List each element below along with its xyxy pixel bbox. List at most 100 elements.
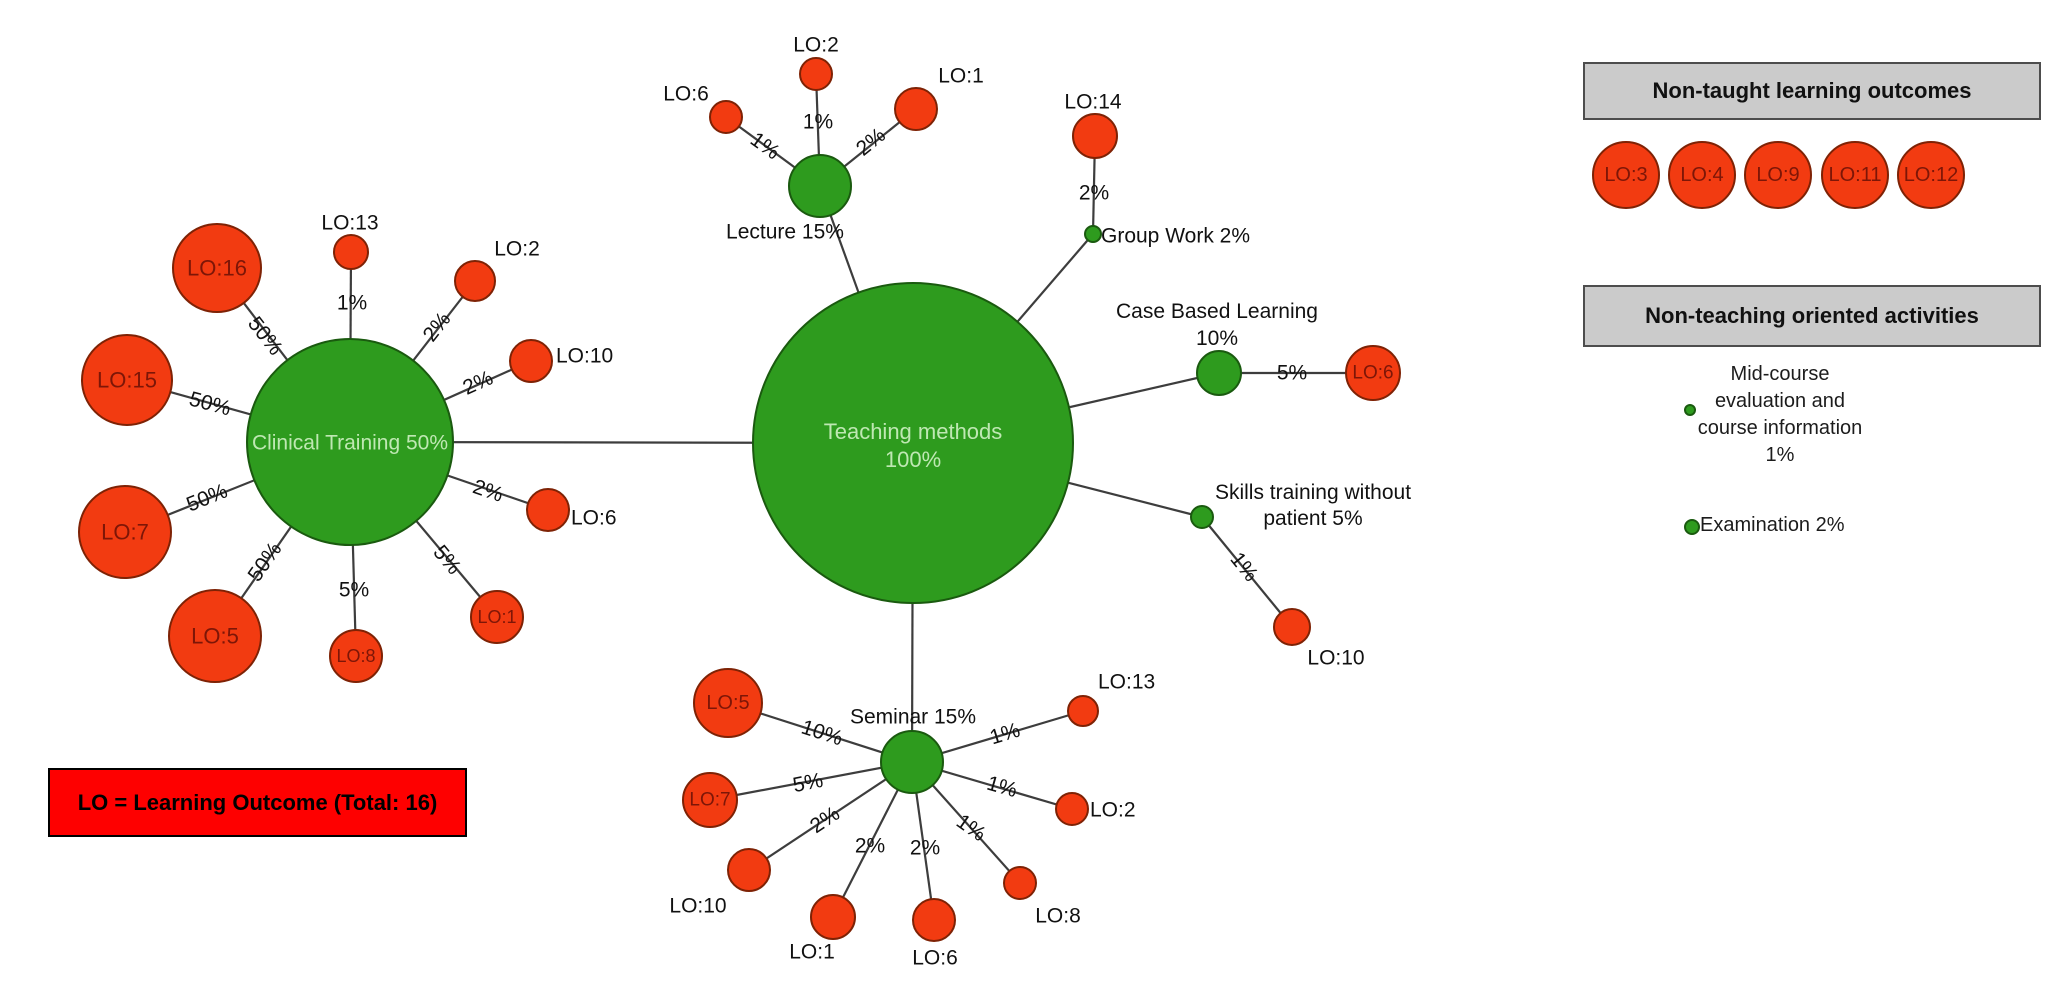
node-lecture-lo2 [799,57,833,91]
lo13-seminar-label: LO:13 [1098,671,1155,694]
lo2-seminar-label: LO:2 [1090,799,1136,822]
node-seminar-lo6 [912,898,956,942]
lo2-clinical-label: LO:2 [494,238,540,261]
pct-seminar-lo13: 1% [987,719,1023,750]
pct-seminar-lo5: 10% [798,716,845,751]
node-seminar-lo2 [1055,792,1089,826]
node-clinical-lo2 [454,260,496,302]
node-clinical-lo6 [526,488,570,532]
node-nontaught-lo4 [1668,141,1736,209]
lo10-skills-label: LO:10 [1307,647,1364,670]
node-clinical-lo15 [81,334,173,426]
pct-clinical-lo8: 5% [339,579,369,602]
node-clinical-lo8 [329,629,383,683]
node-nontaught-lo4-inner-label: LO:4 [1680,164,1723,186]
midcourse-evaluation-label: Mid-course evaluation and course informa… [1697,363,1863,466]
node-seminar-lo1 [810,894,856,940]
pct-clinical-lo6: 2% [470,475,506,507]
lo6-lecture-label: LO:6 [663,83,709,106]
pct-clinical-lo7: 50% [183,479,231,516]
node-nontaught-lo3-inner-label: LO:3 [1604,164,1647,186]
node-nontaught-lo9 [1744,141,1812,209]
pct-seminar-lo6: 2% [910,837,940,860]
node-clinical-lo1-inner-label: LO:1 [477,607,516,627]
node-examination-dot [1684,519,1700,535]
lo6-seminar-label: LO:6 [912,947,958,970]
node-clinical-lo15-inner-label: LO:15 [97,368,157,393]
node-seminar-lo5 [693,668,763,738]
node-groupwork-lo14 [1072,113,1118,159]
pct-lecture-lo2: 1% [803,111,833,134]
examination-label: Examination 2% [1700,514,1845,536]
node-clinical-lo7 [78,485,172,579]
node-case-based-learning [1196,350,1242,396]
node-midcourse-dot [1684,404,1696,416]
skills-label: Skills training without patient 5% [1215,481,1411,530]
pct-clinical-lo5: 50% [244,538,287,586]
edge-skills-training--skills-lo10 [1201,516,1293,628]
lo13-clinical-label: LO:13 [321,212,378,235]
pct-groupwork-lo14: 2% [1079,182,1109,205]
node-clinical-lo1 [470,590,524,644]
node-skills-lo10 [1273,608,1311,646]
node-lecture-lo1 [894,87,938,131]
node-seminar-lo7 [682,772,738,828]
node-seminar-lo10 [727,848,771,892]
node-nontaught-lo3 [1592,141,1660,209]
node-clinical-lo16-inner-label: LO:16 [187,256,247,281]
node-clinical-lo5 [168,589,262,683]
case-based-label: Case Based Learning 10% [1116,300,1318,350]
node-group-work [1084,225,1102,243]
pct-clinical-lo10: 2% [459,366,496,399]
lo1-seminar-label: LO:1 [789,941,835,964]
node-clinical-lo13 [333,234,369,270]
clinical-training-label: Clinical Training 50% [252,432,448,455]
pct-seminar-lo2: 1% [984,772,1020,802]
edge-seminar--seminar-lo7 [709,760,913,802]
node-casebased-lo6 [1345,345,1401,401]
node-lecture-lo6 [709,100,743,134]
lo8-seminar-label: LO:8 [1035,905,1081,928]
lecture-label: Lecture 15% [726,221,844,244]
node-seminar [880,730,944,794]
lo14-label: LO:14 [1064,91,1122,114]
lo-legend-box: LO = Learning Outcome (Total: 16) [48,768,467,837]
node-nontaught-lo9-inner-label: LO:9 [1756,164,1799,186]
teaching-methods-label: Teaching methods 100% [824,419,1003,472]
node-clinical-lo10 [509,339,553,383]
node-nontaught-lo11 [1821,141,1889,209]
node-nontaught-lo11-inner-label: LO:11 [1829,164,1882,186]
pct-casebased-lo6: 5% [1277,362,1307,385]
node-nontaught-lo12-inner-label: LO:12 [1904,164,1958,186]
pct-clinical-lo15: 50% [187,387,234,420]
pct-seminar-lo8: 1% [952,810,990,846]
pct-lecture-lo6: 1% [746,128,784,164]
lo2-lecture-label: LO:2 [793,34,839,57]
edge-seminar--seminar-lo10 [748,761,913,871]
node-clinical-lo8-inner-label: LO:8 [336,646,375,666]
node-teaching-methods [752,282,1074,604]
non-taught-outcomes-header: Non-taught learning outcomes [1583,62,2041,120]
node-nontaught-lo12 [1897,141,1965,209]
node-clinical-lo16 [172,223,262,313]
node-seminar-lo13 [1067,695,1099,727]
node-lecture [788,154,852,218]
node-casebased-lo6-inner-label: LO:6 [1352,363,1393,384]
group-work-label: Group Work 2% [1101,225,1250,248]
lo10-seminar-label: LO:10 [669,895,726,918]
seminar-label: Seminar 15% [850,706,976,729]
node-clinical-lo7-inner-label: LO:7 [101,520,149,545]
pct-seminar-lo7: 5% [791,769,825,797]
node-seminar-lo5-inner-label: LO:5 [706,692,749,714]
node-clinical-training [246,338,454,546]
node-clinical-lo5-inner-label: LO:5 [191,624,239,649]
non-teaching-activities-header: Non-teaching oriented activities [1583,285,2041,347]
node-seminar-lo8 [1003,866,1037,900]
pct-seminar-lo1: 2% [855,835,885,858]
lo6-clinical-label: LO:6 [571,507,617,530]
lo1-lecture-label: LO:1 [938,65,984,88]
pct-clinical-lo13: 1% [337,292,367,315]
node-skills-training [1190,505,1214,529]
